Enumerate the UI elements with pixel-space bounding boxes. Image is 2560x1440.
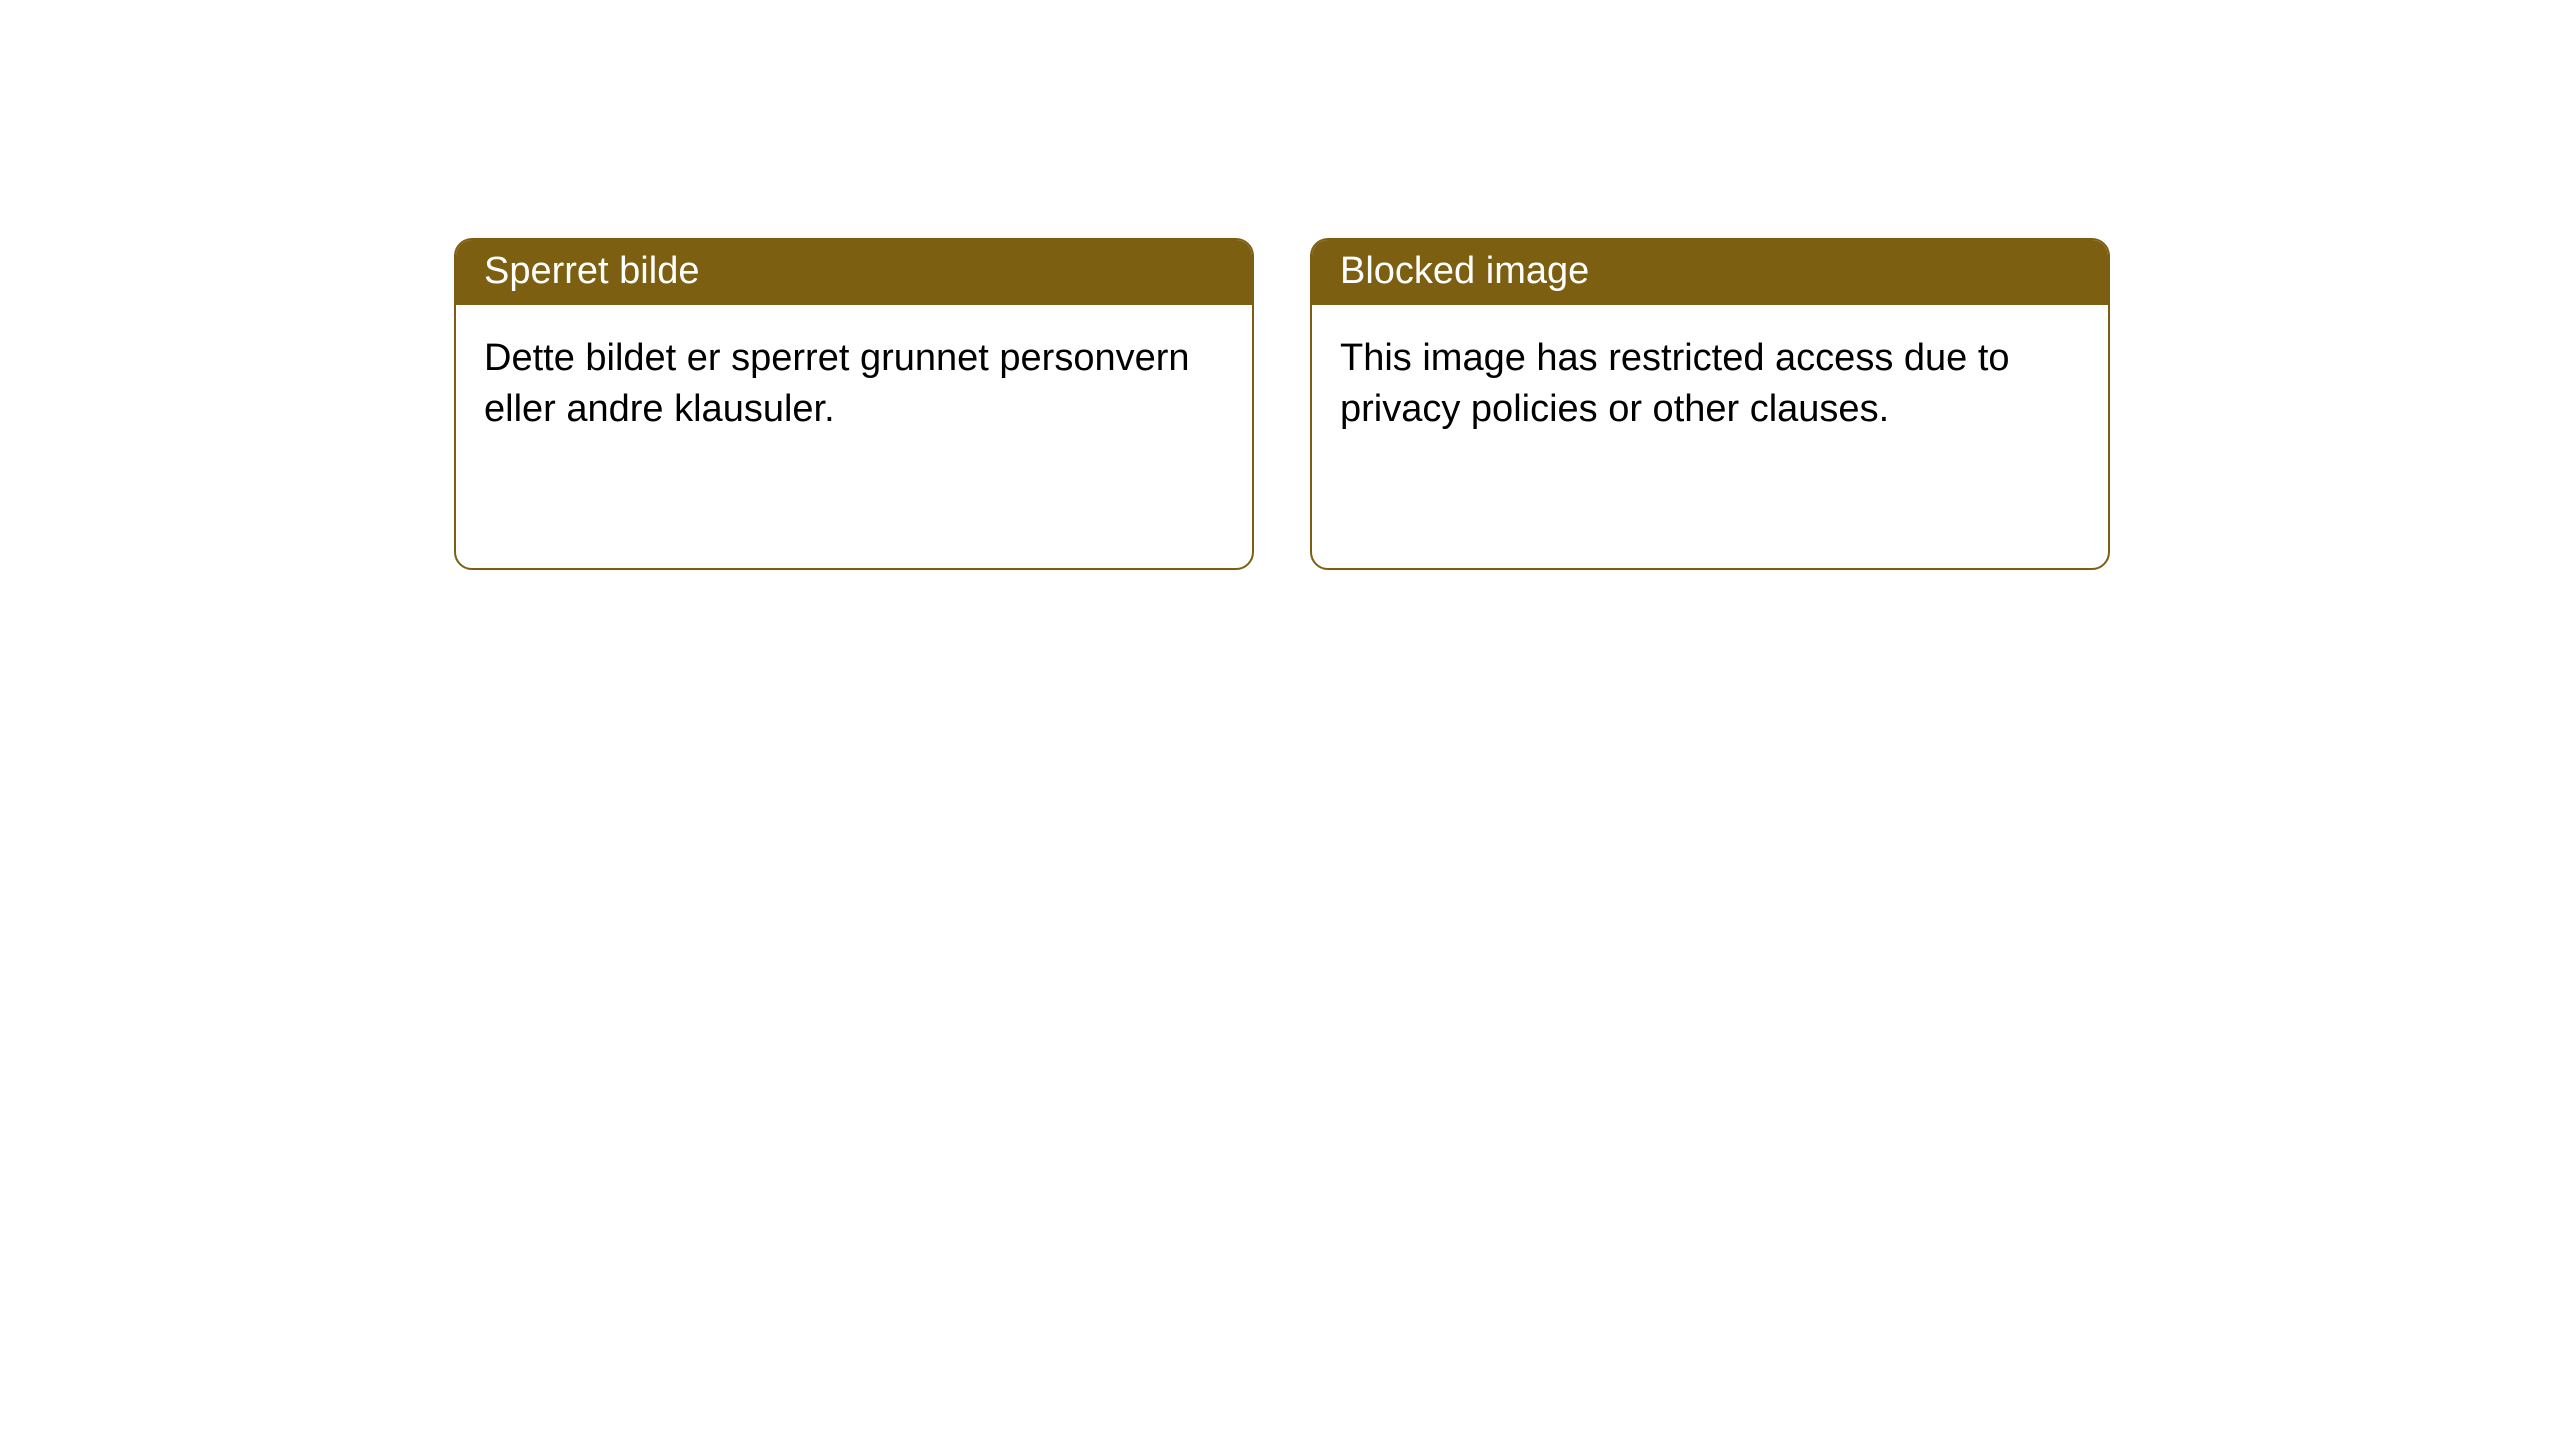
card-title: Blocked image: [1340, 250, 1589, 292]
card-body: Dette bildet er sperret grunnet personve…: [456, 305, 1252, 464]
card-title: Sperret bilde: [484, 250, 699, 292]
card-body-text: Dette bildet er sperret grunnet personve…: [484, 337, 1190, 430]
cards-container: Sperret bilde Dette bildet er sperret gr…: [454, 238, 2560, 570]
blocked-image-card-no: Sperret bilde Dette bildet er sperret gr…: [454, 238, 1254, 570]
card-header: Blocked image: [1312, 240, 2108, 305]
card-body-text: This image has restricted access due to …: [1340, 337, 2010, 430]
card-body: This image has restricted access due to …: [1312, 305, 2108, 464]
blocked-image-card-en: Blocked image This image has restricted …: [1310, 238, 2110, 570]
card-header: Sperret bilde: [456, 240, 1252, 305]
